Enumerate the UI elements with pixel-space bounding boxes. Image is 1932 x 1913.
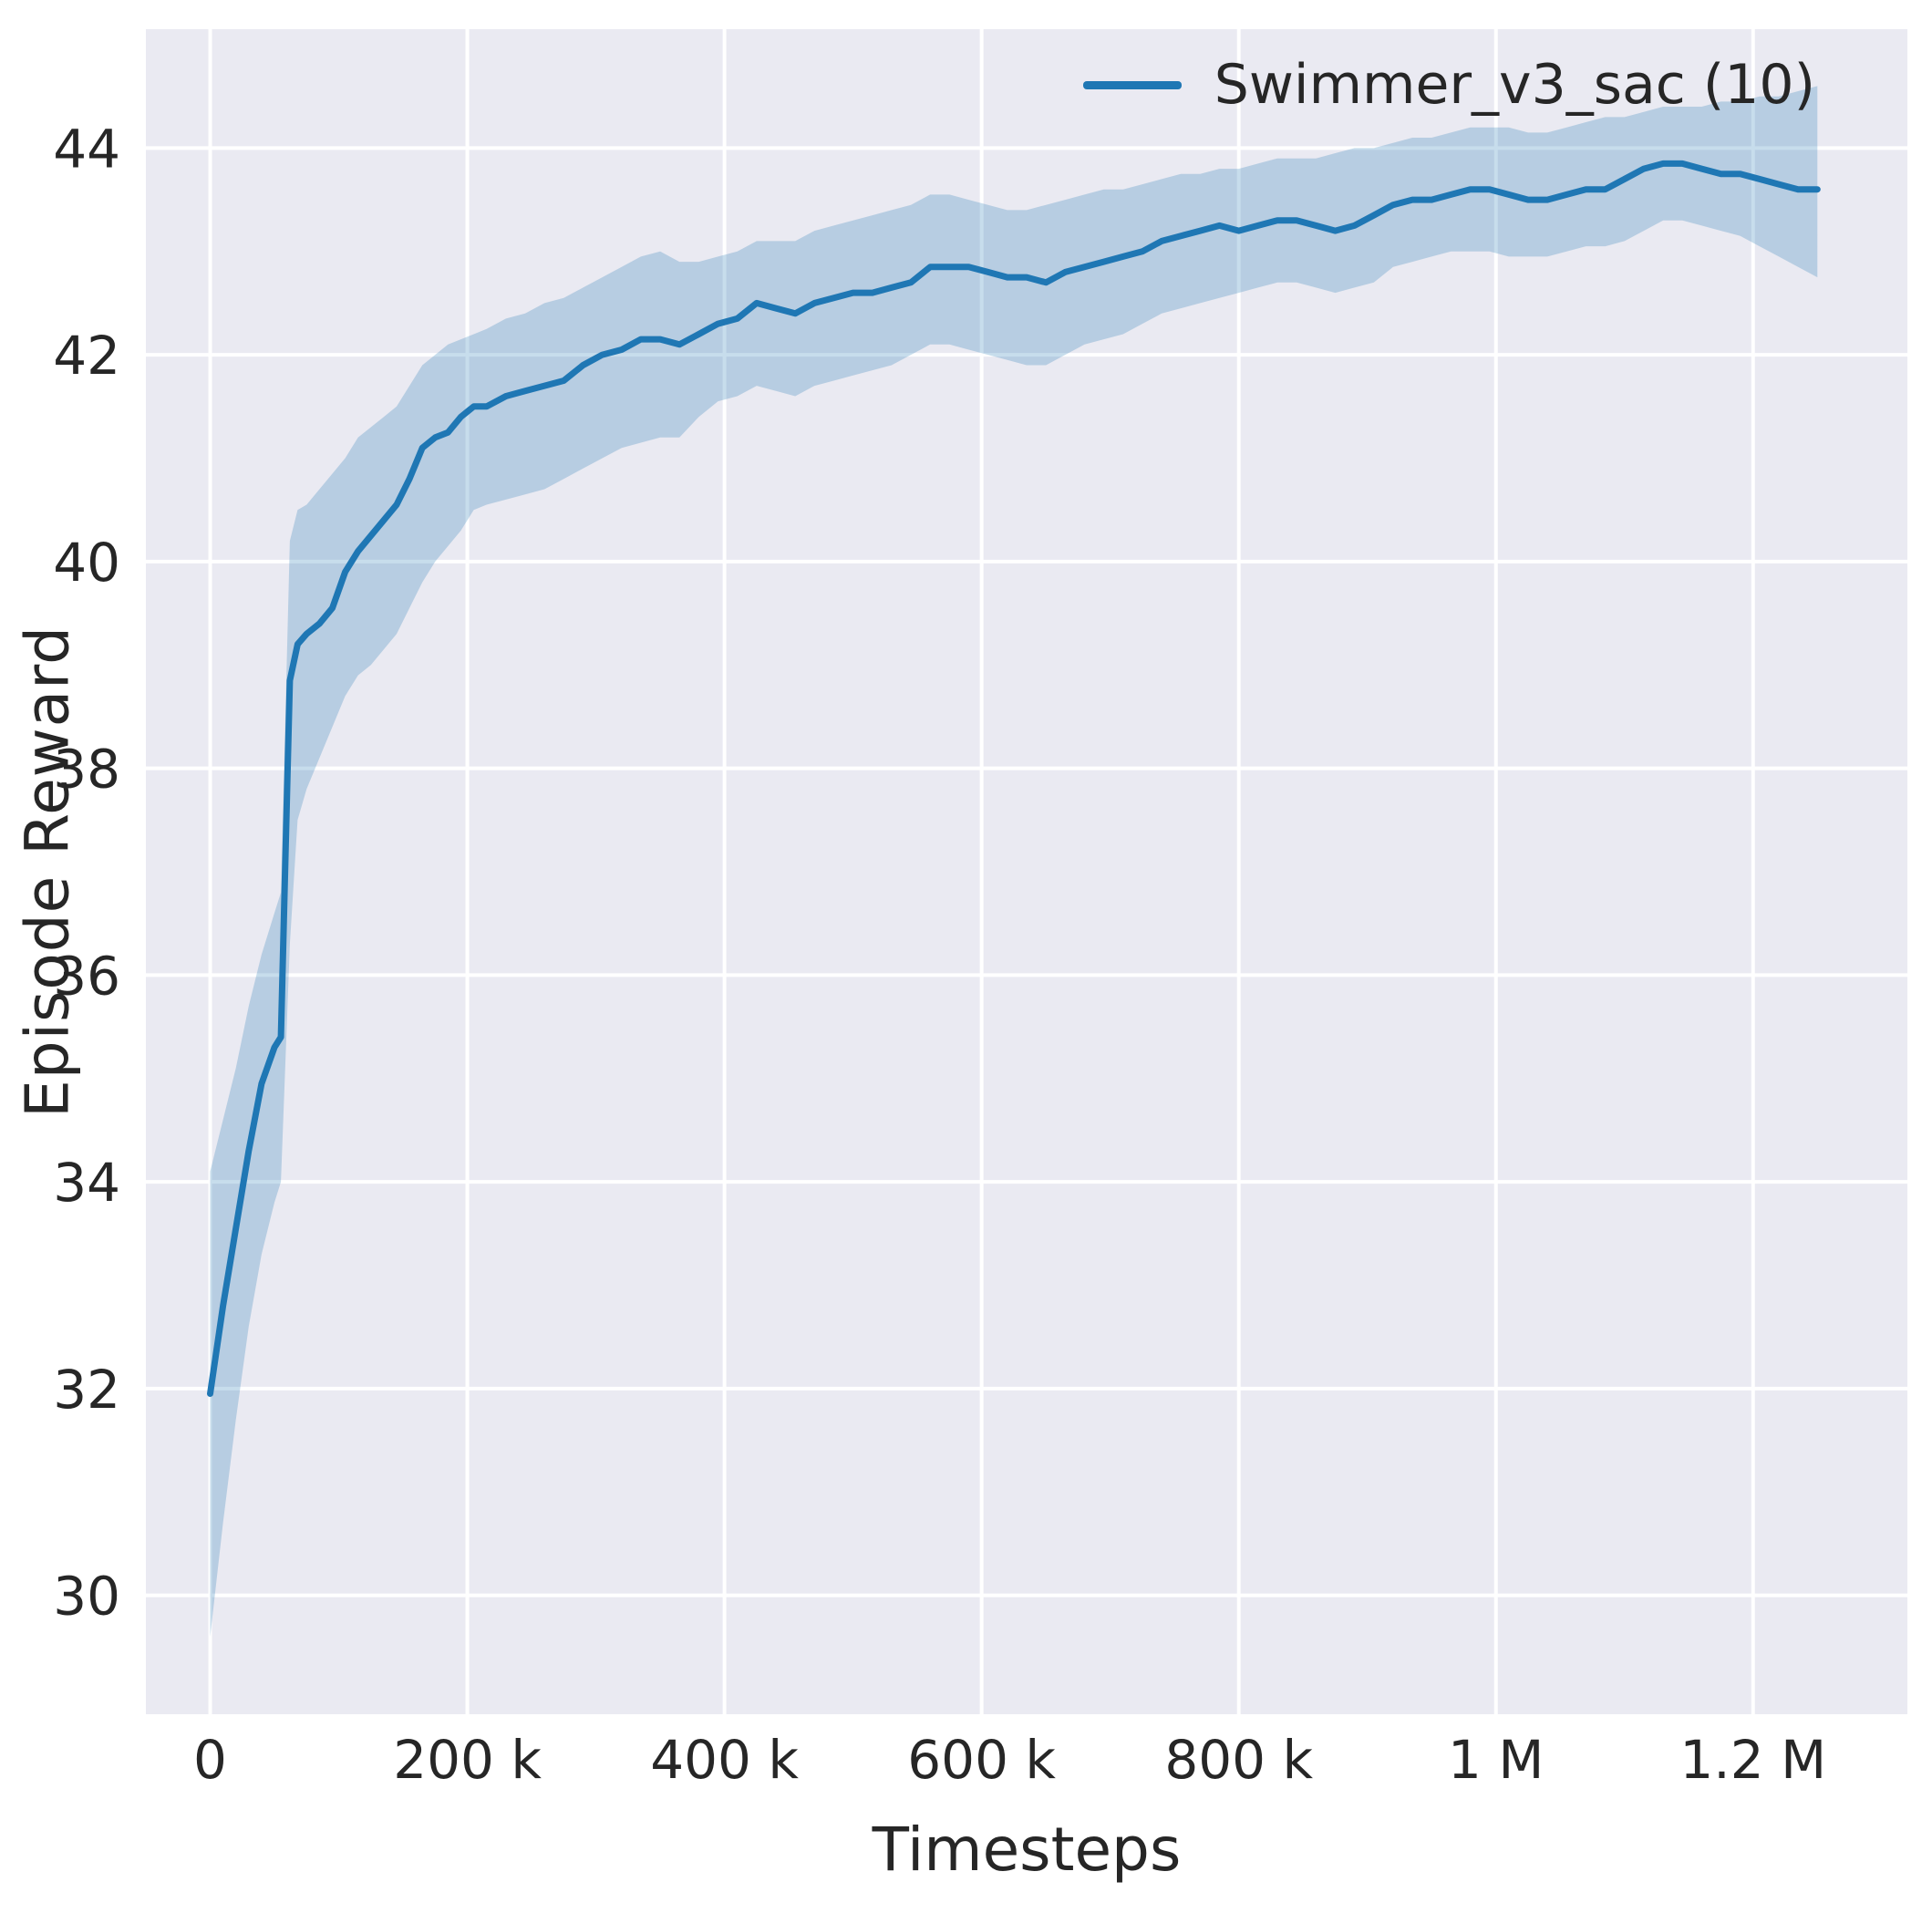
y-tick-label: 32 (53, 1359, 120, 1421)
x-tick-label: 1.2 M (1679, 1729, 1826, 1791)
x-tick-label: 800 k (1164, 1729, 1313, 1791)
legend-line-swatch (1082, 80, 1182, 89)
y-tick-label: 34 (53, 1152, 120, 1214)
x-tick-label: 1 M (1448, 1729, 1544, 1791)
y-axis-label: Episode Reward (12, 626, 83, 1118)
x-tick-label: 0 (193, 1729, 227, 1791)
mean-line (207, 160, 1821, 1397)
x-axis-label: Timesteps (872, 1815, 1182, 1885)
plot-background (146, 29, 1907, 1714)
y-tick-label: 30 (53, 1566, 120, 1628)
y-tick-label: 44 (53, 118, 120, 180)
legend: Swimmer_v3_sac (10) (1082, 53, 1815, 117)
y-tick-label: 42 (53, 325, 120, 387)
x-tick-label: 400 k (650, 1729, 799, 1791)
y-tick-label: 40 (53, 532, 120, 594)
y-tick-label: 36 (53, 945, 120, 1007)
y-tick-label: 38 (53, 739, 120, 801)
x-tick-label: 200 k (393, 1729, 542, 1791)
legend-label: Swimmer_v3_sac (10) (1214, 53, 1815, 117)
x-tick-label: 600 k (907, 1729, 1056, 1791)
